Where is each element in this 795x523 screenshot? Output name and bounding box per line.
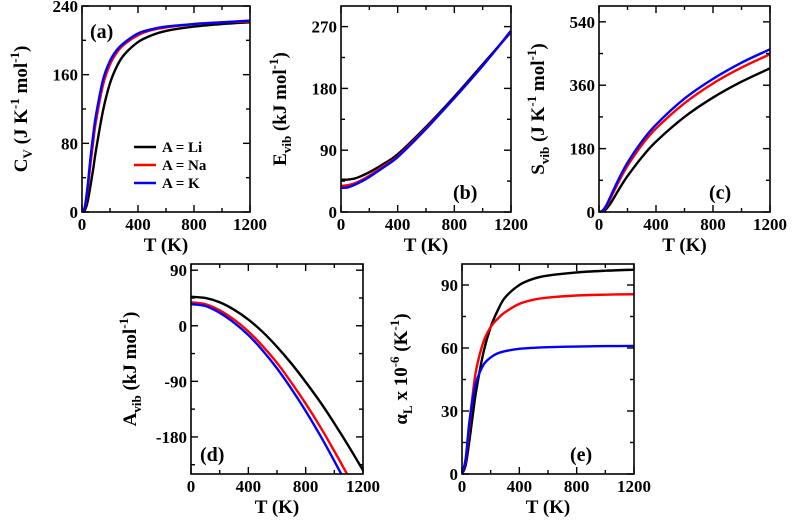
series-line-na — [341, 30, 511, 188]
y-tick-label: 0 — [329, 203, 338, 222]
x-axis-label: T (K) — [255, 497, 300, 518]
panel-label: (a) — [90, 21, 113, 43]
x-tick-label: 0 — [337, 215, 346, 234]
legend: A = Li A = Na A = K — [134, 140, 207, 192]
series-line-k — [191, 302, 343, 474]
series-line-li — [462, 268, 634, 474]
y-tick-label: 0 — [70, 203, 79, 222]
y-tick-label: 360 — [570, 76, 596, 95]
y-tick-label: 60 — [441, 339, 458, 358]
y-tick-label: 0 — [587, 203, 596, 222]
series-line-k — [341, 29, 511, 190]
series-line-na — [599, 53, 770, 212]
y-tick-label: 90 — [170, 261, 187, 280]
legend-label-li: A = Li — [162, 140, 202, 156]
x-tick-label: 400 — [125, 215, 151, 234]
x-tick-label: 800 — [181, 215, 207, 234]
x-tick-label: 0 — [595, 215, 604, 234]
x-tick-label: 1200 — [233, 215, 267, 234]
x-tick-label: 1200 — [346, 477, 380, 496]
legend-label-na: A = Na — [162, 158, 207, 174]
x-axis-label: T (K) — [404, 235, 449, 256]
panel-label: (c) — [709, 182, 731, 204]
series-lines — [82, 19, 250, 212]
x-tick-label: 800 — [442, 215, 468, 234]
x-tick-label: 800 — [293, 477, 319, 496]
panel-label: (b) — [453, 182, 477, 204]
x-axis-label: T (K) — [526, 497, 571, 518]
series-line-na — [462, 293, 634, 474]
y-axis-label: Svib (J K-1 mol-1) — [524, 43, 552, 174]
x-axis-label: T (K) — [144, 235, 189, 256]
x-tick-label: 800 — [564, 477, 590, 496]
y-tick-label: 180 — [570, 140, 596, 159]
panel-c-svib: 0 400 800 1200 0 180 360 540 T (K) Svib (J K-1 mo… — [524, 5, 787, 256]
y-tick-label: 240 — [53, 0, 79, 16]
x-tick-label: 400 — [385, 215, 411, 234]
series-line-k — [599, 48, 770, 212]
y-tick-label: -180 — [156, 428, 187, 447]
panel-label: (d) — [200, 444, 224, 466]
series-line-k — [82, 19, 250, 212]
y-tick-label: 0 — [450, 465, 459, 484]
panel-d-avib: 0 400 800 1200 -180 -90 0 90 T (K) Avib (kJ mol-1… — [116, 261, 380, 518]
series-line-li — [191, 295, 363, 471]
x-tick-label: 800 — [700, 215, 726, 234]
panel-e-alpha: 0 400 800 1200 0 30 60 90 T (K) αL x 10-6 (K-1) (e… — [387, 263, 651, 518]
panel-label: (e) — [570, 444, 592, 466]
x-tick-label: 1200 — [617, 477, 651, 496]
y-tick-label: -90 — [164, 372, 187, 391]
series-line-na — [191, 301, 349, 474]
panel-a-cv: 0 400 800 1200 0 80 160 240 T (K) CV (J K-1 mol-1… — [7, 0, 267, 256]
y-axis-label: CV (J K-1 mol-1) — [7, 46, 35, 173]
series-line-li — [599, 67, 770, 212]
x-tick-label: 1200 — [494, 215, 528, 234]
x-tick-label: 400 — [507, 477, 533, 496]
y-tick-label: 90 — [320, 141, 337, 160]
y-tick-label: 0 — [179, 317, 188, 336]
y-axis-label: Avib (kJ mol-1) — [116, 312, 144, 427]
x-tick-label: 0 — [78, 215, 87, 234]
series-lines — [341, 29, 511, 190]
legend-label-k: A = K — [162, 176, 200, 192]
y-tick-label: 80 — [61, 134, 78, 153]
x-tick-label: 0 — [458, 477, 467, 496]
x-tick-label: 400 — [643, 215, 669, 234]
series-line-li — [341, 31, 511, 181]
series-line-k — [462, 344, 634, 474]
series-lines — [599, 48, 770, 212]
x-axis-label: T (K) — [662, 235, 707, 256]
x-tick-label: 0 — [187, 477, 196, 496]
y-tick-label: 160 — [53, 66, 79, 85]
panel-b-evib: 0 400 800 1200 0 90 180 270 T (K) Evib (kJ mol-1)… — [266, 5, 528, 256]
plot-frame — [340, 5, 512, 213]
y-axis-label: αL x 10-6 (K-1) — [387, 313, 415, 424]
x-tick-label: 400 — [236, 477, 262, 496]
y-axis-label: Evib (kJ mol-1) — [266, 52, 294, 166]
x-tick-label: 1200 — [753, 215, 787, 234]
y-tick-label: 30 — [441, 402, 458, 421]
series-line-li — [82, 21, 250, 212]
y-tick-label: 90 — [441, 276, 458, 295]
series-lines — [191, 295, 363, 474]
y-tick-label: 540 — [570, 13, 596, 32]
y-tick-label: 270 — [312, 18, 338, 37]
y-tick-label: 180 — [312, 79, 338, 98]
series-lines — [462, 268, 634, 474]
